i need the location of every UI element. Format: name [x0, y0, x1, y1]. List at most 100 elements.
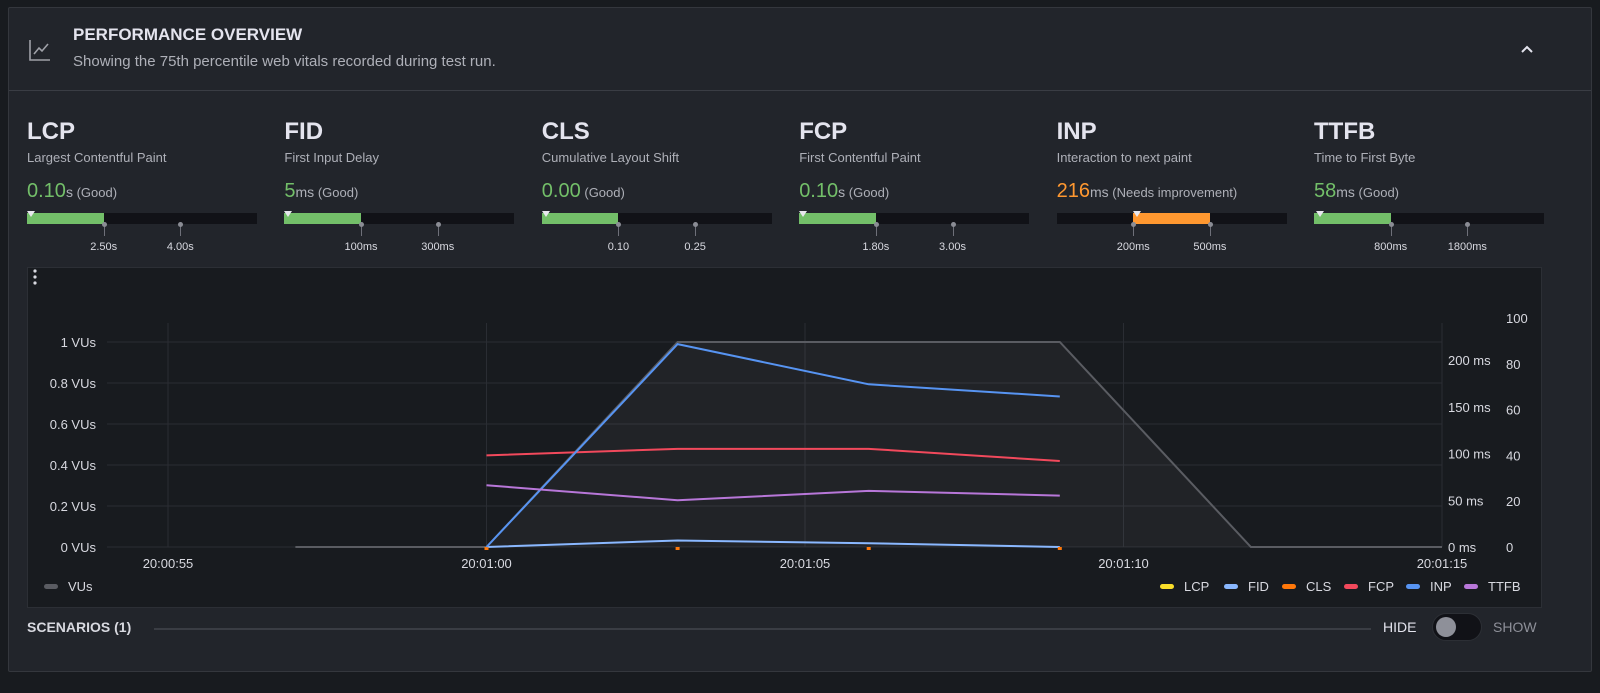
- series-point-cls: [675, 547, 680, 550]
- gauge-threshold-tick: [435, 222, 441, 236]
- legend-label-cls: CLS: [1306, 579, 1332, 594]
- gauge-fill: [27, 213, 104, 224]
- x-tick-label: 20:01:05: [780, 556, 831, 571]
- gauge-threshold-tick: [950, 222, 956, 236]
- metric-value-row: 216ms (Needs improvement): [1057, 180, 1289, 203]
- y-pct-tick-label: 0: [1506, 540, 1513, 555]
- metric-value-row: 0.00 (Good): [542, 180, 774, 203]
- gauge-fill: [1314, 213, 1391, 224]
- y-pct-tick-label: 20: [1506, 494, 1520, 509]
- metric-unit: s: [65, 184, 73, 200]
- metric-abbr: FCP: [799, 118, 848, 145]
- gauge-threshold-label: 300ms: [421, 241, 455, 253]
- gauge-fill: [541, 213, 619, 224]
- series-point-cls: [1057, 547, 1062, 550]
- metric-gauge: 100ms 300ms: [284, 211, 515, 253]
- gauge-threshold-label: 1.80s: [862, 241, 890, 253]
- y-left-tick-label: 0.2 VUs: [50, 499, 97, 514]
- x-tick-label: 20:01:15: [1417, 556, 1468, 571]
- metric-card-lcp: LCP Largest Contentful Paint 0.10s (Good…: [27, 118, 259, 253]
- metric-gauge: 1.80s 3.00s: [799, 211, 1030, 253]
- metric-status: (Good): [584, 185, 625, 200]
- panel-subtitle: Showing the 75th percentile web vitals r…: [73, 53, 496, 70]
- metric-card-inp: INP Interaction to next paint 216ms (Nee…: [1056, 118, 1289, 253]
- y-pct-tick-label: 80: [1506, 357, 1520, 372]
- x-tick-label: 20:01:00: [461, 556, 512, 571]
- gauge-threshold-tick: [1465, 222, 1471, 236]
- series-point-cls: [866, 547, 871, 550]
- metric-card-fid: FID First Input Delay 5ms (Good) 100ms 300…: [284, 118, 516, 253]
- gauge-threshold-tick: [1207, 222, 1213, 236]
- metric-value: 58: [1314, 180, 1337, 202]
- legend-swatch-cls: [1282, 584, 1296, 589]
- legend-swatch-ttfb: [1464, 584, 1478, 589]
- y-ms-tick-label: 200 ms: [1448, 353, 1491, 368]
- metric-value-row: 58ms (Good): [1314, 180, 1546, 203]
- metric-name: Time to First Byte: [1314, 150, 1416, 165]
- gauge-fill: [1133, 213, 1210, 224]
- metric-card-ttfb: TTFB Time to First Byte 58ms (Good) 800ms…: [1314, 118, 1546, 253]
- gauge-marker-icon: [799, 211, 808, 217]
- gauge-marker-icon: [541, 211, 550, 217]
- vus-line: [295, 341, 1442, 548]
- metric-gauge: 0.10 0.25: [541, 211, 772, 253]
- metric-status: (Needs improvement): [1112, 185, 1238, 200]
- panel-title: PERFORMANCE OVERVIEW: [73, 25, 303, 44]
- series-point-cls: [484, 547, 489, 550]
- gauge-fill: [799, 213, 876, 224]
- metric-name: Interaction to next paint: [1056, 150, 1192, 165]
- gauge-marker-icon: [27, 211, 35, 217]
- line-chart-icon: [29, 40, 50, 61]
- y-ms-tick-label: 100 ms: [1448, 447, 1491, 462]
- y-ms-tick-label: 0 ms: [1448, 540, 1477, 555]
- gauge-threshold-tick: [178, 222, 184, 236]
- x-tick-label: 20:01:10: [1098, 556, 1149, 571]
- gauge-threshold-tick: [693, 222, 699, 236]
- y-ms-tick-label: 150 ms: [1448, 400, 1491, 415]
- gauge-threshold-label: 4.00s: [166, 241, 194, 253]
- metric-value: 216: [1056, 180, 1090, 202]
- metric-card-cls: CLS Cumulative Layout Shift 0.00 (Good) 0…: [541, 118, 774, 253]
- kebab-menu-icon[interactable]: [28, 268, 42, 286]
- metric-abbr: FID: [284, 118, 324, 145]
- gauge-marker-icon: [1315, 211, 1324, 217]
- scenarios-divider: [154, 628, 1371, 630]
- y-ms-tick-label: 50 ms: [1448, 493, 1484, 508]
- header-divider: [9, 90, 1591, 91]
- y-left-tick-label: 0.6 VUs: [50, 417, 97, 432]
- metric-abbr: INP: [1056, 118, 1097, 145]
- metric-value-row: 5ms (Good): [284, 180, 516, 203]
- series-line-inp: [485, 343, 1060, 548]
- metric-value: 5: [284, 180, 296, 202]
- legend-label-fid: FID: [1248, 579, 1269, 594]
- metric-value: 0.00: [541, 180, 581, 202]
- performance-overview-panel: PERFORMANCE OVERVIEW Showing the 75th pe…: [8, 7, 1592, 672]
- series-line-fcp: [486, 447, 1060, 462]
- legend-swatch-fid: [1224, 584, 1238, 589]
- gauge-threshold-tick: [359, 222, 365, 236]
- metric-value: 0.10: [27, 180, 66, 202]
- chevron-up-icon[interactable]: [1517, 39, 1537, 59]
- metric-status: (Good): [317, 185, 359, 200]
- legend-label-lcp: LCP: [1184, 579, 1209, 594]
- legend-label-ttfb: TTFB: [1488, 579, 1521, 594]
- legend-swatch-vus: [44, 584, 58, 589]
- metric-name: Cumulative Layout Shift: [541, 150, 680, 165]
- gauge-threshold-label: 1800ms: [1447, 241, 1487, 253]
- metric-unit: ms: [295, 184, 315, 200]
- gauge-threshold-tick: [1131, 222, 1137, 236]
- y-pct-tick-label: 100: [1506, 311, 1528, 326]
- scenarios-toggle[interactable]: [1432, 613, 1482, 641]
- gauge-threshold-label: 800ms: [1374, 241, 1408, 253]
- gauge-marker-icon: [284, 211, 293, 217]
- metric-unit: ms: [1336, 184, 1355, 200]
- metric-unit: s: [838, 184, 846, 200]
- gauge-fill: [284, 213, 362, 224]
- metric-abbr: LCP: [27, 118, 75, 145]
- x-tick-label: 20:00:55: [143, 556, 194, 571]
- gauge-threshold-label: 0.25: [684, 241, 706, 253]
- metric-name: Largest Contentful Paint: [27, 150, 167, 165]
- legend-label-fcp: FCP: [1368, 579, 1394, 594]
- gauge-threshold-tick: [873, 222, 879, 236]
- show-label: SHOW: [1493, 619, 1537, 635]
